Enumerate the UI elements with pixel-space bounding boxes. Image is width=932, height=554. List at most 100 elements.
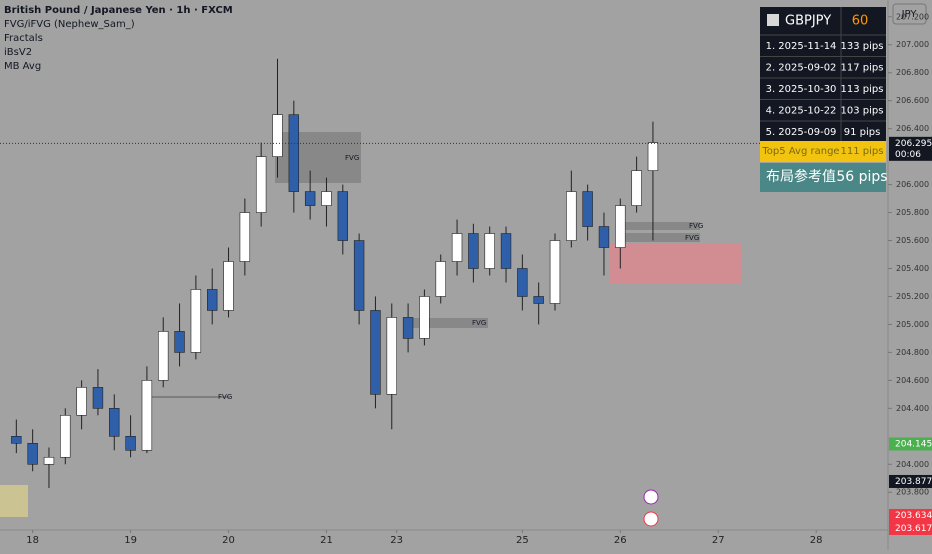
x-tick-label: 26 [614, 535, 627, 546]
fvg-box [405, 318, 488, 328]
candle-body [386, 317, 397, 395]
indicator: MB Avg [4, 61, 41, 72]
zone-box [0, 485, 28, 517]
price-tag-label: 206.295 [895, 139, 932, 149]
fvg-box [615, 222, 700, 230]
candle-body [174, 331, 185, 353]
y-tick-label: 204.400 [896, 404, 929, 413]
table-pips: 91 pips [844, 127, 881, 138]
x-tick-label: 28 [810, 535, 823, 546]
fvg-box [615, 233, 700, 242]
plot [0, 58, 932, 535]
fvg-label: FVG [345, 154, 359, 162]
reference-value: 56 pips [836, 169, 887, 185]
candle-body [451, 233, 463, 262]
price-tag-timer: 00:06 [895, 150, 921, 160]
x-tick-label: 18 [26, 535, 39, 546]
x-tick-label: 25 [516, 535, 529, 546]
candle-body [109, 408, 120, 437]
y-tick-label: 203.800 [896, 488, 929, 497]
table-pips: 113 pips [841, 84, 884, 95]
candle-body [647, 142, 659, 171]
y-tick-label: 205.200 [896, 292, 929, 301]
x-tick-label: 27 [712, 535, 725, 546]
table-date: 1. 2025-11-14 [766, 41, 837, 52]
price-tag-label: 204.145 [895, 439, 932, 449]
currency-button[interactable] [892, 3, 927, 25]
table-pips: 103 pips [841, 106, 884, 117]
price-tag-label: 203.877 [895, 477, 932, 487]
candle-body [337, 191, 348, 241]
table-date: 4. 2025-10-22 [766, 106, 837, 117]
table-date: 5. 2025-09-09 [766, 127, 837, 138]
y-tick-label: 205.000 [896, 320, 929, 329]
avg-label: Top5 Avg range [761, 146, 839, 157]
y-tick-label: 204.800 [896, 348, 929, 357]
candle-body [353, 240, 365, 311]
candle-body [223, 261, 234, 311]
info-table: GBPJPY 60 Top5 Avg range 111 pips 布局参考值 … [760, 7, 888, 192]
candle-body [517, 268, 528, 297]
table-pips: 133 pips [841, 41, 884, 52]
reference-label: 布局参考值 [766, 168, 836, 185]
x-tick-label: 19 [124, 535, 137, 546]
candle-body [549, 240, 561, 304]
candle-body [92, 387, 104, 409]
candle-body [141, 380, 153, 451]
price-tag [889, 437, 932, 451]
candle-body [288, 114, 300, 192]
fvg-label: FVG [472, 319, 486, 327]
candle-body [615, 205, 626, 248]
zone-box [610, 243, 741, 283]
table-pips: 117 pips [841, 63, 884, 74]
y-tick-label: 207.000 [896, 40, 929, 49]
y-tick-label: 207.200 [896, 12, 929, 21]
currency-button-label[interactable]: JPY [901, 9, 918, 20]
candle-body [500, 233, 512, 269]
candle-body [468, 233, 479, 269]
candle-body [60, 415, 71, 458]
avg-row [760, 141, 886, 162]
price-tag [889, 521, 932, 535]
candle-body [370, 310, 381, 395]
y-tick-label: 206.000 [896, 180, 929, 189]
event-icon[interactable] [643, 511, 659, 527]
candle-body [272, 114, 283, 157]
table-timeframe: 60 [852, 14, 869, 29]
candle-body [11, 436, 22, 444]
reference-row [760, 163, 886, 192]
candle-body [125, 436, 136, 451]
candle-body [76, 387, 87, 416]
candle-body [533, 296, 544, 304]
x-tick-label: 20 [222, 535, 235, 546]
price-tag [889, 474, 932, 488]
candle-body [631, 170, 642, 206]
indicator: FVG/iFVG (Nephew_Sam_) [4, 19, 135, 30]
y-tick-label: 206.600 [896, 96, 929, 105]
candle-body [402, 317, 414, 339]
candle-body [43, 456, 55, 465]
candle-body [582, 191, 593, 227]
table-date: 3. 2025-10-30 [766, 84, 837, 95]
candle-body [484, 233, 495, 269]
candle-body [239, 212, 251, 262]
y-tick-label: 205.800 [896, 208, 929, 217]
y-tick-label: 206.400 [896, 124, 929, 133]
symbol-title: British Pound / Japanese Yen · 1h · FXCM [4, 5, 233, 16]
candle-body [207, 289, 218, 311]
event-icon[interactable] [643, 489, 659, 505]
price-tag [889, 508, 932, 522]
y-tick-label: 205.600 [896, 236, 929, 245]
candle-body [566, 191, 577, 241]
fvg-label: FVG [689, 222, 703, 230]
y-tick-label: 206.800 [896, 68, 929, 77]
x-tick-label: 21 [320, 535, 333, 546]
table-symbol: GBPJPY [785, 14, 831, 29]
avg-value: 111 pips [841, 146, 884, 157]
candle-body [304, 191, 316, 206]
symbol-icon [767, 14, 779, 26]
y-tick-label: 205.400 [896, 264, 929, 273]
fvg-label: FVG [218, 393, 232, 401]
y-tick-label: 204.000 [896, 460, 929, 469]
